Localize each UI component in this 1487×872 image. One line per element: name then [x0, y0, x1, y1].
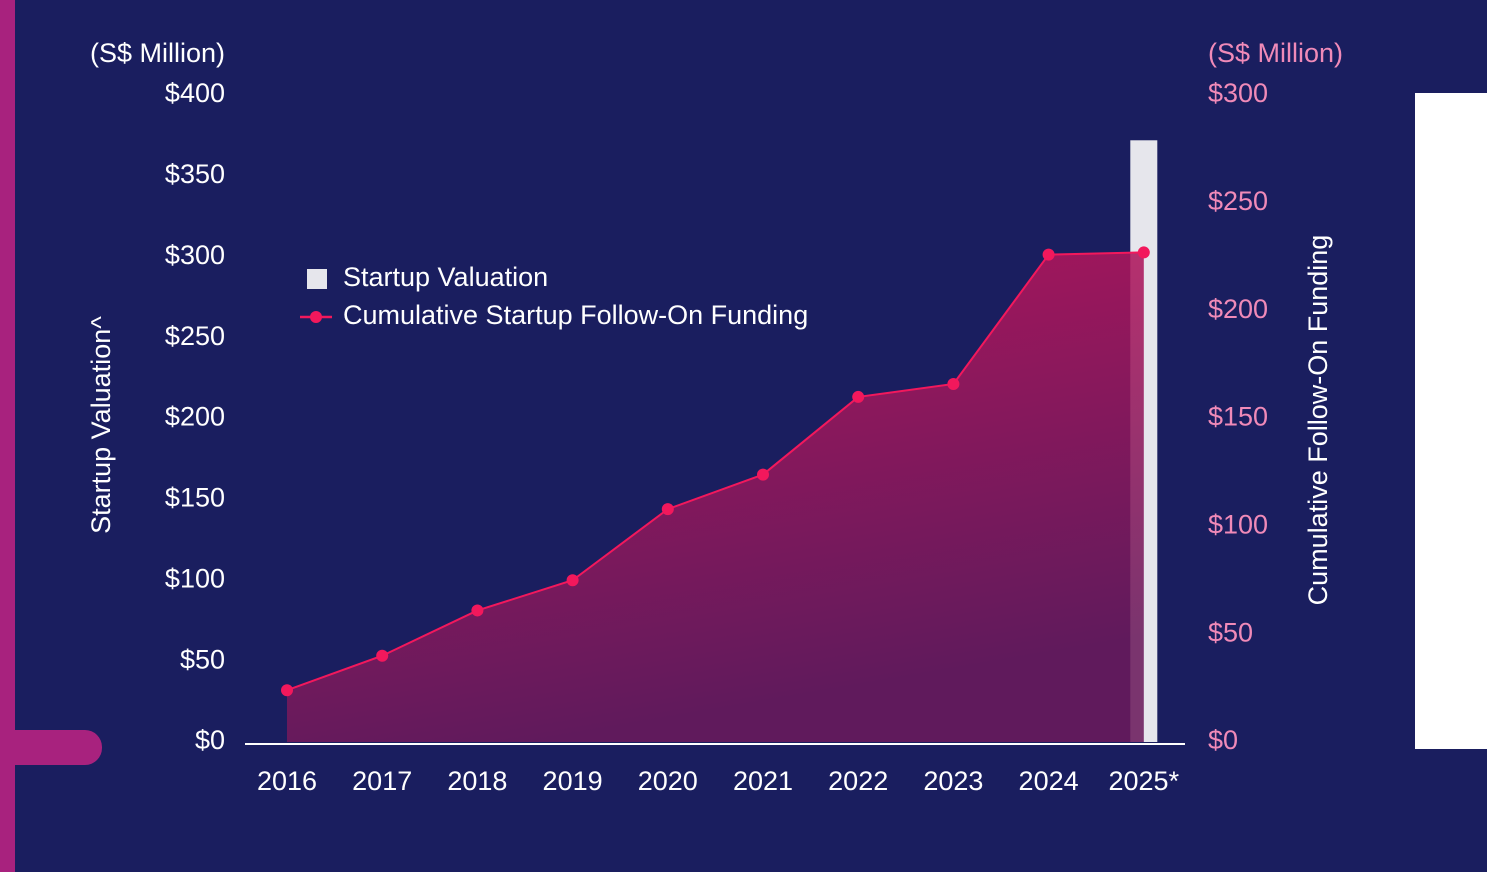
line-point [281, 684, 293, 697]
line-point [1137, 246, 1150, 259]
y-tick-label: $400 [165, 78, 225, 108]
y2-tick-label: $100 [1208, 509, 1268, 539]
y-tick-label: $200 [165, 402, 225, 432]
y-tick-label: $300 [165, 240, 225, 270]
line-point [1042, 248, 1055, 261]
x-tick-label: 2022 [828, 766, 888, 796]
y-tick-label: $350 [165, 159, 225, 189]
decor-stripe [0, 0, 15, 872]
y2-tick-label: $0 [1208, 725, 1238, 755]
y-tick-label: $0 [195, 725, 225, 755]
legend-label: Startup Valuation [343, 262, 548, 292]
y2-axis-title: Cumulative Follow-On Funding [1303, 235, 1333, 606]
y-tick-label: $250 [165, 321, 225, 351]
decor-pill [0, 730, 102, 765]
x-tick-label: 2021 [733, 766, 793, 796]
x-tick-label: 2024 [1019, 766, 1079, 796]
y2-tick-label: $300 [1208, 78, 1268, 108]
area-fill [287, 252, 1144, 743]
y2-tick-label: $150 [1208, 402, 1268, 432]
line [286, 251, 1144, 692]
y-unit-label: (S$ Million) [90, 38, 225, 68]
y2-tick-label: $50 [1208, 617, 1253, 647]
line-point [471, 604, 484, 617]
x-tick-label: 2020 [638, 766, 698, 796]
line-point [661, 503, 674, 516]
y2-tick-label: $200 [1208, 294, 1268, 324]
x-tick-label: 2023 [923, 766, 983, 796]
x-tick-label: 2025* [1109, 766, 1180, 796]
legend-swatch [307, 269, 327, 289]
legend-swatch [310, 311, 322, 323]
side-panel [1415, 93, 1487, 749]
x-tick-label: 2017 [352, 766, 412, 796]
y-tick-label: $50 [180, 644, 225, 674]
line-point [757, 468, 769, 481]
y-tick-label: $150 [165, 483, 225, 513]
legend-label: Cumulative Startup Follow-On Funding [343, 300, 808, 330]
y2-unit-label: (S$ Million) [1208, 38, 1343, 68]
line-point [852, 390, 865, 403]
x-tick-label: 2018 [447, 766, 507, 796]
y-axis-title: Startup Valuation^ [86, 316, 116, 534]
y2-tick-label: $250 [1208, 186, 1268, 216]
line-point [566, 574, 579, 587]
x-tick-label: 2016 [257, 766, 317, 796]
x-tick-label: 2019 [543, 766, 603, 796]
line-point [376, 649, 389, 662]
line-point [947, 377, 960, 390]
y-tick-label: $100 [165, 563, 225, 593]
